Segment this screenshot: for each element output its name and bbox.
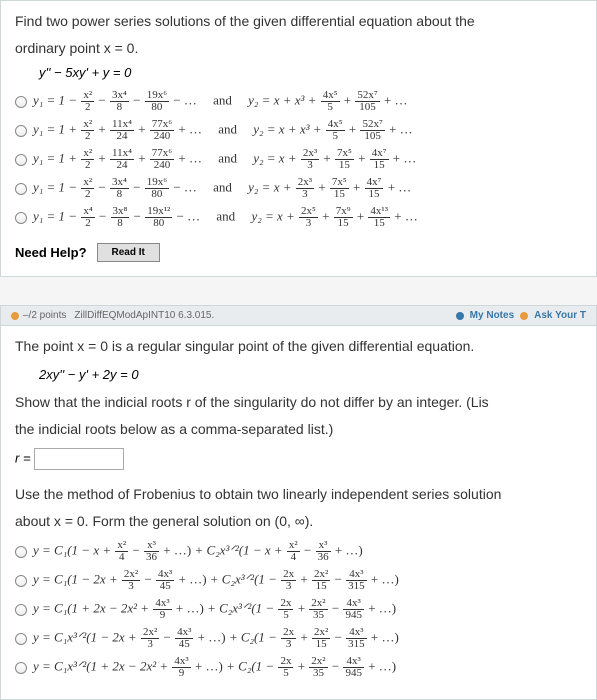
q1-option[interactable]: y₁ = 1 + x²2 + 11x⁴24 + 77x⁶240 + … and … (15, 148, 582, 171)
radio-icon[interactable] (15, 575, 27, 587)
option-math: y = C₁(1 − x + x²4 − x³36 + …) + C₂x³ᐟ²(… (33, 540, 363, 563)
option-math: y₁ = 1 − x²2 − 3x⁴8 − 19x⁶80 − … and y₂ … (33, 177, 411, 200)
my-notes-link[interactable]: My Notes (470, 310, 514, 321)
q2-line1: The point x = 0 is a regular singular po… (15, 336, 582, 357)
radio-icon[interactable] (15, 604, 27, 616)
points-left: –/2 points ZillDiffEQModApINT10 6.3.015. (11, 310, 214, 321)
q2-option[interactable]: y = C₁x³ᐟ²(1 + 2x − 2x² + 4x³9 + …) + C₂… (15, 656, 582, 679)
bar-right: My Notes Ask Your T (456, 310, 586, 321)
q1-prompt-2: ordinary point x = 0. (15, 38, 582, 59)
option-math: y = C₁(1 − 2x + 2x²3 − 4x³45 + …) + C₂x³… (33, 569, 399, 592)
option-math: y₁ = 1 + x²2 + 11x⁴24 + 77x⁶240 + … and … (33, 148, 416, 171)
q1-option[interactable]: y₁ = 1 − x²2 − 3x⁴8 − 19x⁶80 − … and y₂ … (15, 90, 582, 113)
q2-line2a: Show that the indicial roots r of the si… (15, 392, 582, 413)
option-math: y = C₁(1 + 2x − 2x² + 4x³9 + …) + C₂x³ᐟ²… (33, 598, 396, 621)
ref-text: ZillDiffEQModApINT10 6.3.015. (74, 310, 214, 321)
radio-icon[interactable] (15, 154, 27, 166)
q2-line2b: the indicial roots below as a comma-sepa… (15, 419, 582, 440)
radio-icon[interactable] (15, 183, 27, 195)
need-help-label: Need Help? (15, 245, 87, 260)
q1-option[interactable]: y₁ = 1 + x²2 + 11x⁴24 + 77x⁶240 + … and … (15, 119, 582, 142)
q1-prompt-1: Find two power series solutions of the g… (15, 11, 582, 32)
radio-icon[interactable] (15, 125, 27, 137)
radio-icon[interactable] (15, 662, 27, 674)
ask-your-link[interactable]: Ask Your T (534, 310, 586, 321)
q2-option[interactable]: y = C₁(1 + 2x − 2x² + 4x³9 + …) + C₂x³ᐟ²… (15, 598, 582, 621)
need-help-row: Need Help? Read It (15, 243, 582, 262)
q1-equation: y'' − 5xy' + y = 0 (39, 65, 582, 80)
ask-dot-icon (520, 312, 528, 320)
q2-line3a: Use the method of Frobenius to obtain tw… (15, 484, 582, 505)
points-text: –/2 points (23, 310, 66, 321)
q2-option[interactable]: y = C₁(1 − 2x + 2x²3 − 4x³45 + …) + C₂x³… (15, 569, 582, 592)
q2-panel: The point x = 0 is a regular singular po… (0, 325, 597, 700)
r-label: r = (15, 450, 31, 465)
q1-option[interactable]: y₁ = 1 − x⁴2 − 3x⁸8 − 19x¹²80 − … and y₂… (15, 206, 582, 229)
status-dot-icon (11, 312, 19, 320)
radio-icon[interactable] (15, 212, 27, 224)
points-bar: –/2 points ZillDiffEQModApINT10 6.3.015.… (0, 305, 597, 325)
r-input[interactable] (34, 448, 124, 470)
option-math: y = C₁x³ᐟ²(1 − 2x + 2x²3 − 4x³45 + …) + … (33, 627, 399, 650)
q1-option[interactable]: y₁ = 1 − x²2 − 3x⁴8 − 19x⁶80 − … and y₂ … (15, 177, 582, 200)
read-it-button[interactable]: Read It (97, 243, 160, 262)
q1-panel: Find two power series solutions of the g… (0, 0, 597, 277)
option-math: y₁ = 1 − x⁴2 − 3x⁸8 − 19x¹²80 − … and y₂… (33, 206, 418, 229)
option-math: y = C₁x³ᐟ²(1 + 2x − 2x² + 4x³9 + …) + C₂… (33, 656, 396, 679)
q2-option[interactable]: y = C₁(1 − x + x²4 − x³36 + …) + C₂x³ᐟ²(… (15, 540, 582, 563)
radio-icon[interactable] (15, 546, 27, 558)
option-math: y₁ = 1 − x²2 − 3x⁴8 − 19x⁶80 − … and y₂ … (33, 90, 408, 113)
q2-equation: 2xy'' − y' + 2y = 0 (39, 367, 582, 382)
radio-icon[interactable] (15, 633, 27, 645)
notes-dot-icon (456, 312, 464, 320)
option-math: y₁ = 1 + x²2 + 11x⁴24 + 77x⁶240 + … and … (33, 119, 413, 142)
q2-line3b: about x = 0. Form the general solution o… (15, 511, 582, 532)
r-row: r = (15, 448, 582, 470)
radio-icon[interactable] (15, 96, 27, 108)
q2-option[interactable]: y = C₁x³ᐟ²(1 − 2x + 2x²3 − 4x³45 + …) + … (15, 627, 582, 650)
